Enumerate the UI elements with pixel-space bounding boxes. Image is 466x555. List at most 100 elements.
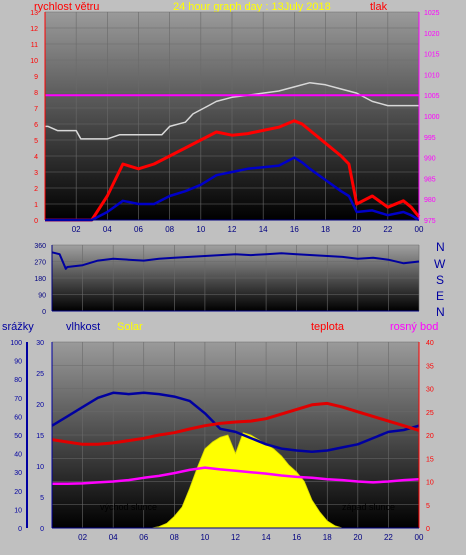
rain-left-tick: 100 (10, 340, 22, 347)
solar-label: Solar (117, 321, 143, 333)
rain-left-tick: 80 (14, 377, 22, 384)
pressure-right-tick: 995 (424, 135, 436, 142)
wind-axis-label: rychlost větru (34, 1, 99, 13)
wind-left-tick: 2 (34, 186, 38, 193)
dir-left-tick: 270 (34, 260, 46, 267)
pressure-right-tick: 1020 (424, 31, 440, 38)
wind-left-tick: 8 (34, 90, 38, 97)
wind-x-tick: 20 (352, 225, 361, 234)
clim-x-tick: 20 (353, 533, 362, 542)
pressure-right-tick: 980 (424, 197, 436, 204)
rain-left-tick: 20 (14, 489, 22, 496)
sunset-annotation: západ slunce (342, 502, 395, 512)
wind-gust-line (45, 119, 421, 222)
wind-left-tick: 7 (34, 106, 38, 113)
clim-x-tick: 02 (78, 533, 87, 542)
dir-left-tick: 360 (34, 243, 46, 250)
wind-x-tick: 00 (415, 225, 424, 234)
rain-left-tick: 70 (14, 396, 22, 403)
pressure-right-tick: 975 (424, 218, 436, 225)
humidity-left-tick: 25 (36, 371, 44, 378)
pressure-axis-label: tlak (370, 1, 388, 13)
compass-n-bottom: N (436, 305, 445, 319)
wind-left-tick: 13 (30, 10, 38, 17)
wind-x-tick: 08 (165, 225, 174, 234)
temp-right-tick: 40 (426, 340, 434, 347)
wind-x-tick: 14 (259, 225, 268, 234)
clim-x-tick: 16 (292, 533, 301, 542)
wind-left-tick: 6 (34, 122, 38, 129)
clim-x-tick: 00 (415, 533, 424, 542)
rain-axis-label: srážky (2, 321, 34, 333)
dir-left-tick: 0 (42, 309, 46, 316)
rain-left-tick: 10 (14, 507, 22, 514)
axes: 0123456789101112139759809859909951000100… (10, 10, 439, 542)
temperature-line (51, 401, 420, 446)
rain-left-tick: 30 (14, 470, 22, 477)
clim-x-tick: 04 (109, 533, 118, 542)
dir-left-tick: 180 (34, 276, 46, 283)
pressure-right-tick: 1000 (424, 114, 440, 121)
clim-x-tick: 06 (139, 533, 148, 542)
compass-e: E (436, 289, 444, 303)
wind-x-tick: 18 (321, 225, 330, 234)
wind-left-tick: 5 (34, 138, 38, 145)
pressure-right-tick: 1015 (424, 52, 440, 59)
pressure-right-tick: 1005 (424, 93, 440, 100)
temp-right-tick: 25 (426, 410, 434, 417)
temp-right-tick: 10 (426, 480, 434, 487)
pressure-line (45, 81, 419, 140)
compass-w: W (434, 257, 446, 271)
solar-area (52, 432, 419, 529)
clim-x-tick: 12 (231, 533, 240, 542)
temperature-axis-label: teplota (311, 321, 345, 333)
humidity-left-tick: 10 (36, 464, 44, 471)
wind-left-tick: 0 (34, 218, 38, 225)
pressure-right-tick: 1025 (424, 10, 440, 17)
humidity-line (51, 391, 420, 453)
humidity-left-tick: 5 (40, 495, 44, 502)
wind-x-tick: 02 (72, 225, 81, 234)
humidity-left-tick: 30 (36, 340, 44, 347)
pressure-right-tick: 1010 (424, 72, 440, 79)
wind-left-tick: 12 (30, 26, 38, 33)
wind-direction-line (51, 251, 420, 270)
wind-x-tick: 06 (134, 225, 143, 234)
humidity-left-tick: 0 (40, 526, 44, 533)
compass-n-top: N (436, 240, 445, 254)
wind-left-tick: 10 (30, 58, 38, 65)
rain-left-tick: 90 (14, 359, 22, 366)
pressure-right-tick: 990 (424, 156, 436, 163)
rain-left-tick: 50 (14, 433, 22, 440)
compass-s: S (436, 273, 444, 287)
wind-left-tick: 9 (34, 74, 38, 81)
rain-left-tick: 40 (14, 452, 22, 459)
wind-x-tick: 04 (103, 225, 112, 234)
rain-left-tick: 60 (14, 414, 22, 421)
humidity-left-tick: 20 (36, 402, 44, 409)
rain-left-tick: 0 (18, 526, 22, 533)
temp-right-tick: 0 (426, 526, 430, 533)
wind-average-line (45, 156, 420, 222)
wind-x-tick: 10 (196, 225, 205, 234)
dir-left-tick: 90 (38, 293, 46, 300)
temp-right-tick: 35 (426, 363, 434, 370)
clim-x-tick: 14 (262, 533, 271, 542)
wind-left-tick: 1 (34, 202, 38, 209)
clim-x-tick: 18 (323, 533, 332, 542)
wind-left-tick: 4 (34, 154, 38, 161)
dewpoint-line (52, 466, 420, 486)
temp-right-tick: 15 (426, 456, 434, 463)
wind-series (45, 81, 421, 222)
humidity-axis-label: vlhkost (66, 321, 100, 333)
temp-right-tick: 30 (426, 387, 434, 394)
humidity-left-tick: 15 (36, 433, 44, 440)
clim-x-tick: 10 (200, 533, 209, 542)
pressure-right-tick: 985 (424, 176, 436, 183)
wind-x-tick: 22 (383, 225, 392, 234)
sunrise-annotation: východ slunce (100, 502, 157, 512)
temp-right-tick: 5 (426, 503, 430, 510)
direction-series (51, 251, 420, 270)
clim-x-tick: 08 (170, 533, 179, 542)
